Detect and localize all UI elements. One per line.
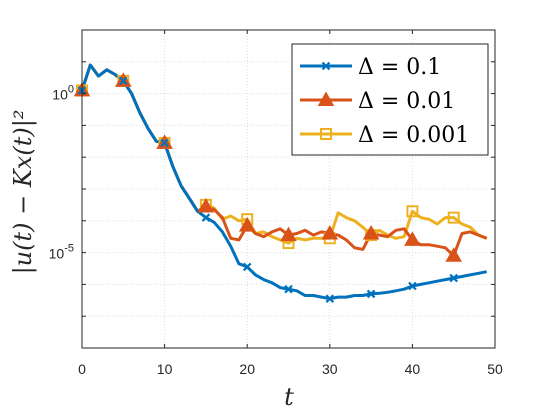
x-tick-label: 20 <box>239 361 255 377</box>
x-axis-label: t <box>284 383 294 411</box>
series-marker <box>119 76 128 86</box>
y-axis-label: |u(t) − Kx(t)|² <box>9 110 38 275</box>
series-marker <box>201 213 211 222</box>
x-tick-label: 30 <box>322 361 338 377</box>
series-marker <box>321 225 339 240</box>
series-marker <box>404 231 421 246</box>
legend-entry: Δ = 0.01 <box>358 89 455 114</box>
x-tick-label: 0 <box>78 361 86 377</box>
axis-ticks: 0 10 20 30 40 50 100 10-5 <box>49 29 503 377</box>
series-marker <box>449 273 458 283</box>
series-marker <box>238 217 256 232</box>
series-marker <box>325 294 335 303</box>
series-marker <box>408 281 417 291</box>
series-marker <box>197 197 215 213</box>
y-tick-label: 10-5 <box>49 243 74 262</box>
x-tick-label: 40 <box>405 361 421 377</box>
series-marker <box>284 284 293 294</box>
series-marker <box>242 262 252 272</box>
legend-entry: Δ = 0.001 <box>358 123 469 148</box>
series-marker <box>445 247 462 262</box>
legend-entry: Δ = 0.1 <box>358 55 441 80</box>
series-marker <box>280 226 297 242</box>
legend: Δ = 0.1 Δ = 0.01 Δ = 0.001 <box>291 43 489 156</box>
series-marker <box>366 289 376 299</box>
legend-marker <box>320 128 332 140</box>
legend-marker <box>317 91 335 106</box>
y-tick-label: 100 <box>52 84 74 103</box>
x-tick-label: 10 <box>157 361 173 377</box>
series-marker <box>362 225 380 240</box>
series-marker <box>447 211 460 224</box>
x-tick-label: 50 <box>487 361 503 377</box>
series-marker <box>406 205 419 218</box>
series-line <box>80 63 487 301</box>
series-marker <box>160 138 169 148</box>
grid-lines <box>82 29 495 349</box>
legend-marker <box>321 61 331 71</box>
